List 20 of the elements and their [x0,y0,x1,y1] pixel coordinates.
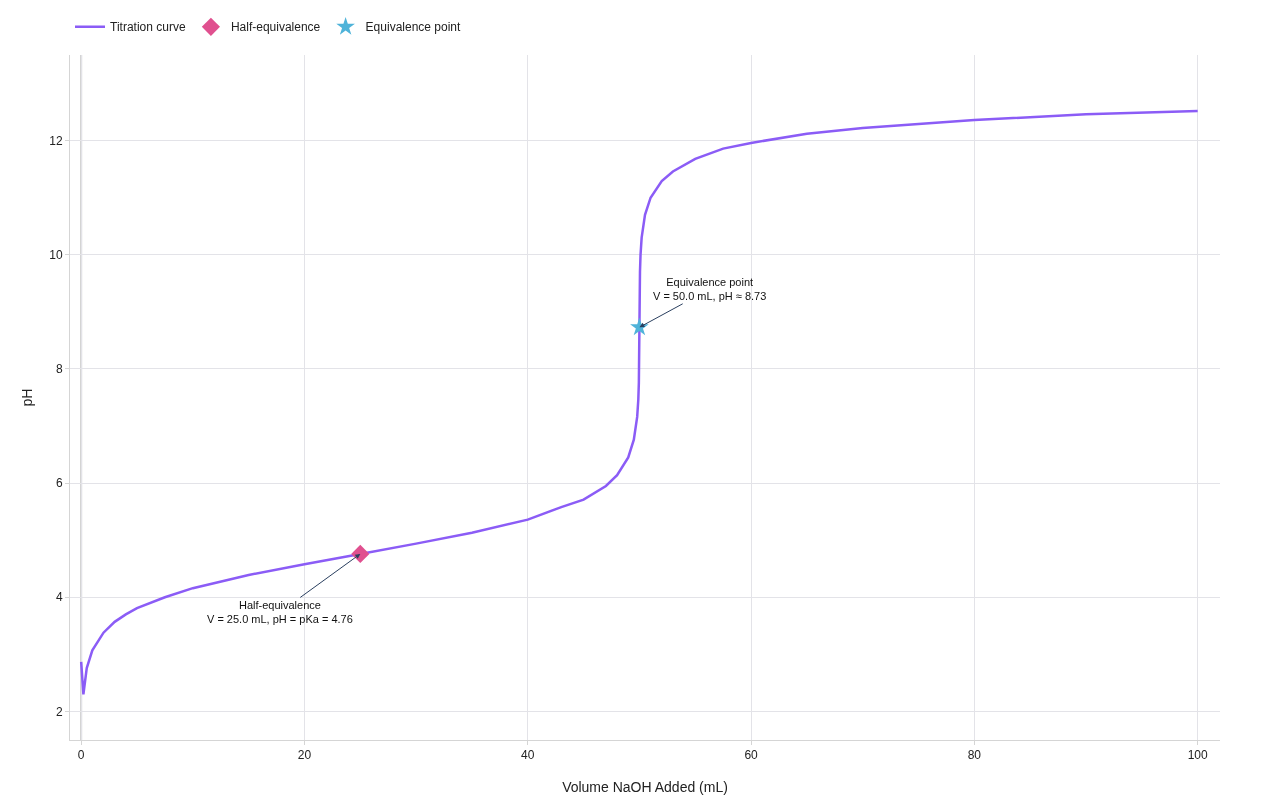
y-tick-label: 12 [49,133,63,148]
annotation: Equivalence point V = 50.0 mL, pH ≈ 8.73 [653,276,767,303]
x-tick-label: 100 [1187,748,1208,763]
line-series [79,109,1199,696]
x-tick-label: 0 [77,748,85,763]
y-tick-label: 8 [55,362,63,377]
legend-label: Half-equivalence [230,20,321,35]
x-tick-label: 60 [744,748,759,763]
y-axis-title: pH [19,388,35,407]
y-tick-label: 2 [55,704,63,719]
y-tick-label: 4 [55,590,63,605]
x-tick-label: 20 [297,748,312,763]
annotation: Half-equivalence V = 25.0 mL, pH = pKa = 4.76 [207,599,353,626]
legend-label: Equivalence point [365,20,462,35]
y-tick-label: 10 [49,247,63,262]
y-tick-label: 6 [55,476,63,491]
x-tick-label: 80 [967,748,982,763]
x-axis-title: Volume NaOH Added (mL) [562,779,728,795]
x-tick-label: 40 [521,748,535,763]
legend-label: Titration curve [110,20,186,35]
